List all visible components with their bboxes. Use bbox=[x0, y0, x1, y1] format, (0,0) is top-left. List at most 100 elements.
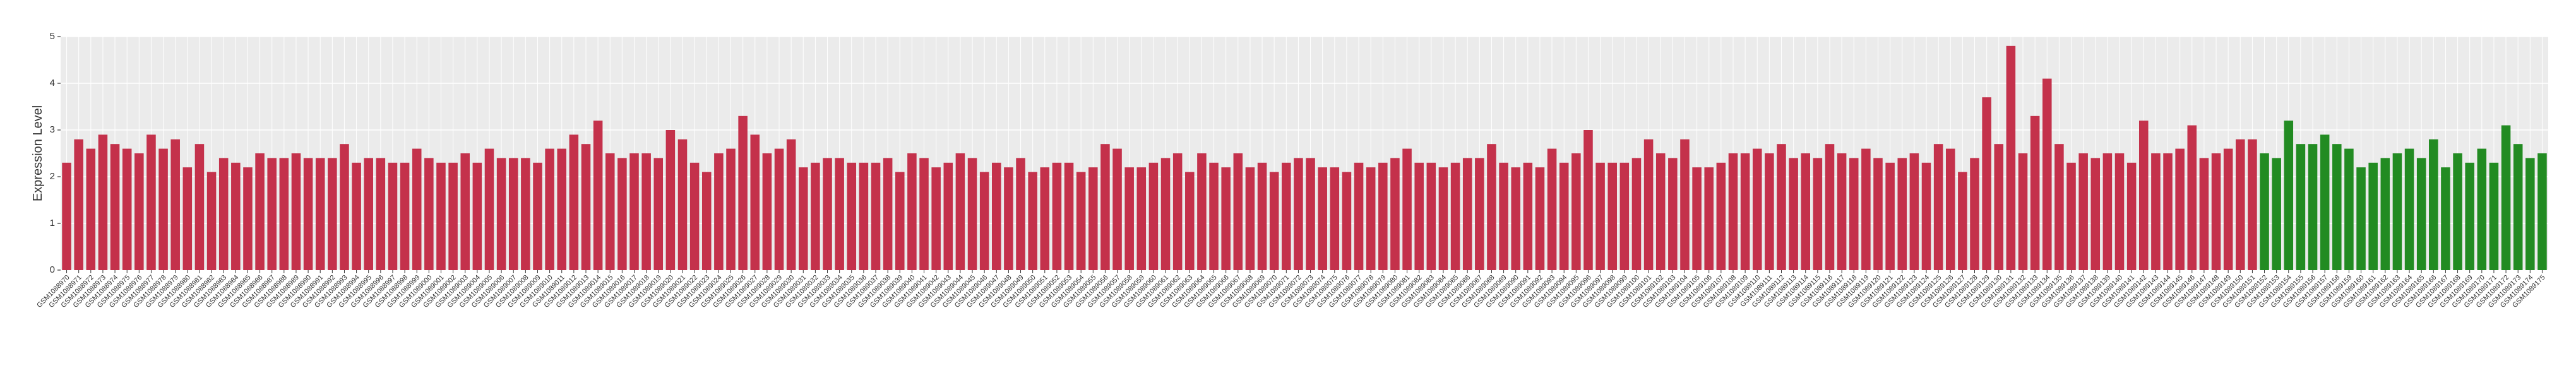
bar bbox=[508, 158, 518, 270]
bar bbox=[907, 153, 917, 270]
bar bbox=[1885, 162, 1895, 270]
bar bbox=[629, 153, 639, 270]
bar bbox=[1728, 153, 1738, 270]
bar bbox=[1945, 148, 1955, 270]
bar bbox=[1752, 148, 1762, 270]
bar bbox=[2151, 153, 2161, 270]
bar bbox=[2054, 144, 2064, 270]
bar bbox=[110, 144, 120, 270]
bar bbox=[1607, 162, 1617, 270]
bar bbox=[750, 134, 760, 270]
bar bbox=[496, 158, 506, 270]
bar bbox=[412, 148, 422, 270]
bar bbox=[1595, 162, 1605, 270]
bar bbox=[2102, 153, 2113, 270]
y-tick-label: 3 bbox=[50, 124, 55, 135]
bar bbox=[883, 158, 893, 270]
bar bbox=[1342, 172, 1352, 270]
bar bbox=[967, 158, 977, 270]
bar bbox=[1897, 158, 1907, 270]
bar bbox=[1643, 139, 1654, 270]
bar bbox=[1185, 172, 1195, 270]
bar bbox=[689, 162, 700, 270]
bar bbox=[955, 153, 965, 270]
bar bbox=[2090, 158, 2101, 270]
bar bbox=[2139, 121, 2149, 270]
bar bbox=[1402, 148, 1412, 270]
bar bbox=[1172, 153, 1183, 270]
bar bbox=[340, 144, 349, 270]
bar bbox=[436, 162, 446, 270]
bar bbox=[2453, 153, 2462, 270]
bar bbox=[2525, 158, 2535, 270]
plot-panel bbox=[61, 37, 2548, 270]
bar bbox=[1499, 162, 1508, 270]
y-tick-label: 1 bbox=[50, 218, 55, 228]
bar bbox=[701, 172, 712, 270]
bar bbox=[2404, 148, 2414, 270]
bar bbox=[2441, 167, 2450, 270]
bar bbox=[581, 144, 591, 270]
bar bbox=[279, 158, 289, 270]
bar bbox=[1354, 162, 1364, 270]
bar bbox=[1523, 162, 1533, 270]
bar bbox=[871, 162, 881, 270]
bar bbox=[1378, 162, 1388, 270]
bar bbox=[2537, 153, 2547, 270]
bar bbox=[122, 148, 132, 270]
bar bbox=[1209, 162, 1219, 270]
bar bbox=[2223, 148, 2233, 270]
bar bbox=[823, 158, 832, 270]
y-axis-label: Expression Level bbox=[31, 105, 45, 201]
bar bbox=[521, 158, 530, 270]
bar bbox=[665, 130, 676, 270]
bar bbox=[243, 167, 253, 270]
bar bbox=[1547, 148, 1557, 270]
bar bbox=[194, 144, 205, 270]
bar bbox=[557, 148, 567, 270]
bar bbox=[1535, 167, 1545, 270]
bar bbox=[569, 134, 579, 270]
bar bbox=[1571, 153, 1581, 270]
bar bbox=[1160, 158, 1171, 270]
bar bbox=[74, 139, 83, 270]
bar bbox=[617, 158, 627, 270]
bar bbox=[992, 162, 1001, 270]
bar bbox=[1704, 167, 1714, 270]
bar bbox=[1269, 172, 1279, 270]
bar bbox=[1921, 162, 1931, 270]
bar bbox=[1318, 167, 1327, 270]
bar bbox=[2296, 144, 2306, 270]
bar bbox=[2018, 153, 2028, 270]
bar bbox=[979, 172, 989, 270]
bars bbox=[62, 45, 2547, 271]
bar bbox=[1282, 162, 1291, 270]
y-tick-label: 4 bbox=[50, 78, 55, 88]
bar bbox=[2175, 148, 2185, 270]
bar bbox=[545, 148, 554, 270]
bar bbox=[146, 134, 156, 270]
y-tick-label: 0 bbox=[50, 264, 55, 275]
bar bbox=[847, 162, 857, 270]
bar bbox=[1004, 167, 1013, 270]
bar bbox=[653, 158, 664, 270]
bar bbox=[2489, 162, 2499, 270]
bar bbox=[1559, 162, 1569, 270]
bar bbox=[2513, 144, 2523, 270]
bar bbox=[2187, 125, 2197, 270]
bar bbox=[86, 148, 96, 270]
bar bbox=[1330, 167, 1340, 270]
bar bbox=[1136, 167, 1147, 270]
bar bbox=[859, 162, 869, 270]
bar bbox=[1933, 144, 1943, 270]
bar bbox=[1982, 97, 1991, 270]
bar bbox=[2078, 153, 2088, 270]
bar bbox=[1306, 158, 1315, 270]
bar bbox=[2416, 158, 2426, 270]
bar bbox=[533, 162, 542, 270]
bar bbox=[1619, 162, 1630, 270]
bar bbox=[1124, 167, 1134, 270]
y-tick-label: 5 bbox=[50, 31, 55, 42]
bar bbox=[605, 153, 615, 270]
